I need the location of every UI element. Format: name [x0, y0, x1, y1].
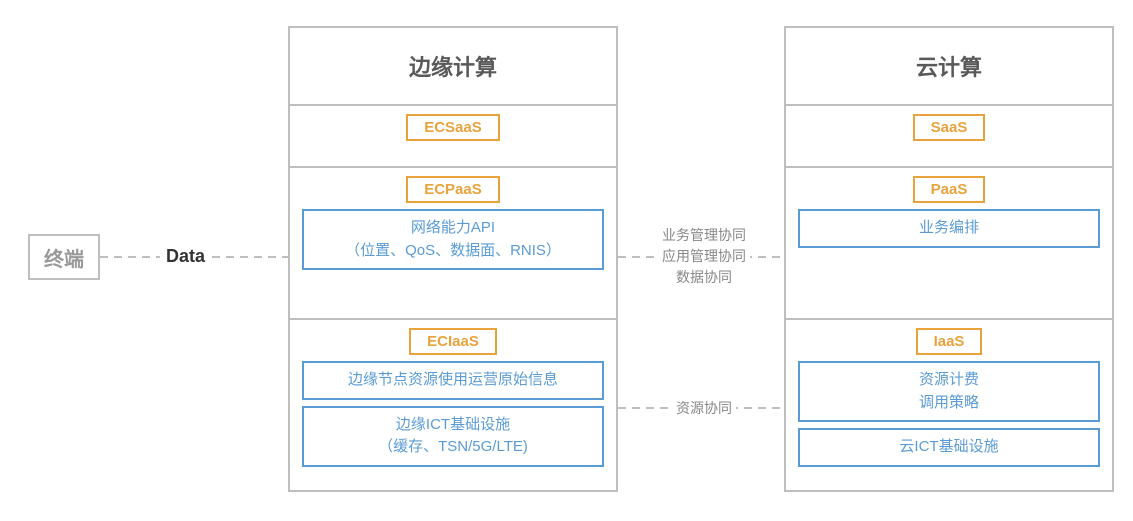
service-tag: ECSaaS: [406, 114, 500, 141]
box-line: 调用策略: [804, 392, 1094, 415]
column-title: 云计算: [916, 50, 982, 82]
section: IaaS 资源计费调用策略云ICT基础设施: [786, 320, 1112, 494]
service-tag: IaaS: [916, 328, 983, 355]
capability-box: 业务编排: [798, 209, 1100, 248]
terminal-node: 终端: [28, 234, 100, 280]
service-tag: ECPaaS: [406, 176, 500, 203]
box-line: （位置、QoS、数据面、RNIS）: [308, 240, 598, 263]
service-tag: SaaS: [913, 114, 986, 141]
column-header: 边缘计算: [290, 28, 616, 106]
column-header: 云计算: [786, 28, 1112, 106]
section: ECPaaS 网络能力API（位置、QoS、数据面、RNIS）: [290, 168, 616, 320]
box-line: 网络能力API: [308, 217, 598, 240]
capability-box: 云ICT基础设施: [798, 428, 1100, 467]
section: PaaS 业务编排: [786, 168, 1112, 320]
capability-box: 边缘节点资源使用运营原始信息: [302, 361, 604, 400]
service-tag: PaaS: [913, 176, 986, 203]
service-tag: ECIaaS: [409, 328, 497, 355]
column-edge: 边缘计算 ECSaaS ECPaaS 网络能力API（位置、QoS、数据面、RNIS）…: [288, 26, 618, 492]
capability-box: 边缘ICT基础设施（缓存、TSN/5G/LTE): [302, 406, 604, 467]
column-cloud: 云计算 SaaS PaaS 业务编排 IaaS 资源计费调用策略云ICT基础设施: [784, 26, 1114, 492]
capability-box: 资源计费调用策略: [798, 361, 1100, 422]
connector-line: 数据协同: [662, 267, 746, 288]
box-line: 云ICT基础设施: [804, 436, 1094, 459]
connector-label: 资源协同: [672, 398, 736, 419]
connector-line: 业务管理协同: [662, 225, 746, 246]
data-connector-label: Data: [160, 246, 211, 267]
capability-box: 网络能力API（位置、QoS、数据面、RNIS）: [302, 209, 604, 270]
section: SaaS: [786, 106, 1112, 168]
connector-line: 应用管理协同: [662, 246, 746, 267]
box-line: 资源计费: [804, 369, 1094, 392]
column-title: 边缘计算: [409, 50, 497, 82]
section: ECSaaS: [290, 106, 616, 168]
box-line: 边缘ICT基础设施: [308, 414, 598, 437]
box-line: （缓存、TSN/5G/LTE): [308, 436, 598, 459]
box-line: 业务编排: [804, 217, 1094, 240]
connector-label: 业务管理协同应用管理协同数据协同: [658, 225, 750, 288]
terminal-label: 终端: [44, 243, 84, 272]
connector-line: 资源协同: [676, 398, 732, 419]
box-line: 边缘节点资源使用运营原始信息: [308, 369, 598, 392]
section: ECIaaS边缘节点资源使用运营原始信息边缘ICT基础设施（缓存、TSN/5G/…: [290, 320, 616, 494]
